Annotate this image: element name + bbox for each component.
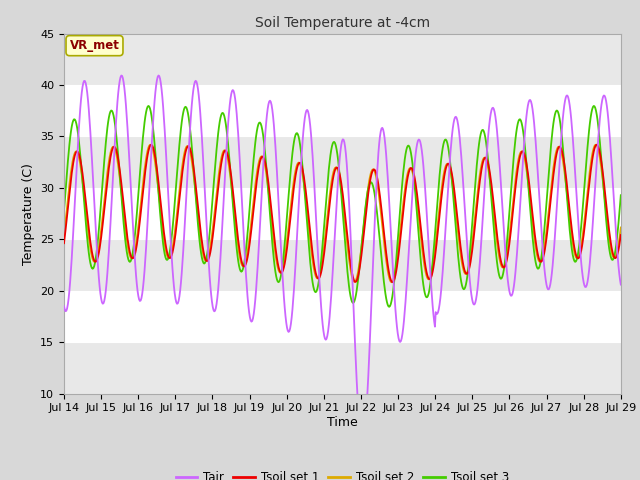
- Bar: [64, 34, 621, 85]
- Y-axis label: Temperature (C): Temperature (C): [22, 163, 35, 264]
- X-axis label: Time: Time: [327, 416, 358, 429]
- Legend: Tair, Tsoil set 1, Tsoil set 2, Tsoil set 3: Tair, Tsoil set 1, Tsoil set 2, Tsoil se…: [172, 466, 513, 480]
- Bar: [64, 136, 621, 188]
- Bar: [64, 342, 621, 394]
- Text: VR_met: VR_met: [70, 39, 120, 52]
- Bar: [64, 240, 621, 291]
- Title: Soil Temperature at -4cm: Soil Temperature at -4cm: [255, 16, 430, 30]
